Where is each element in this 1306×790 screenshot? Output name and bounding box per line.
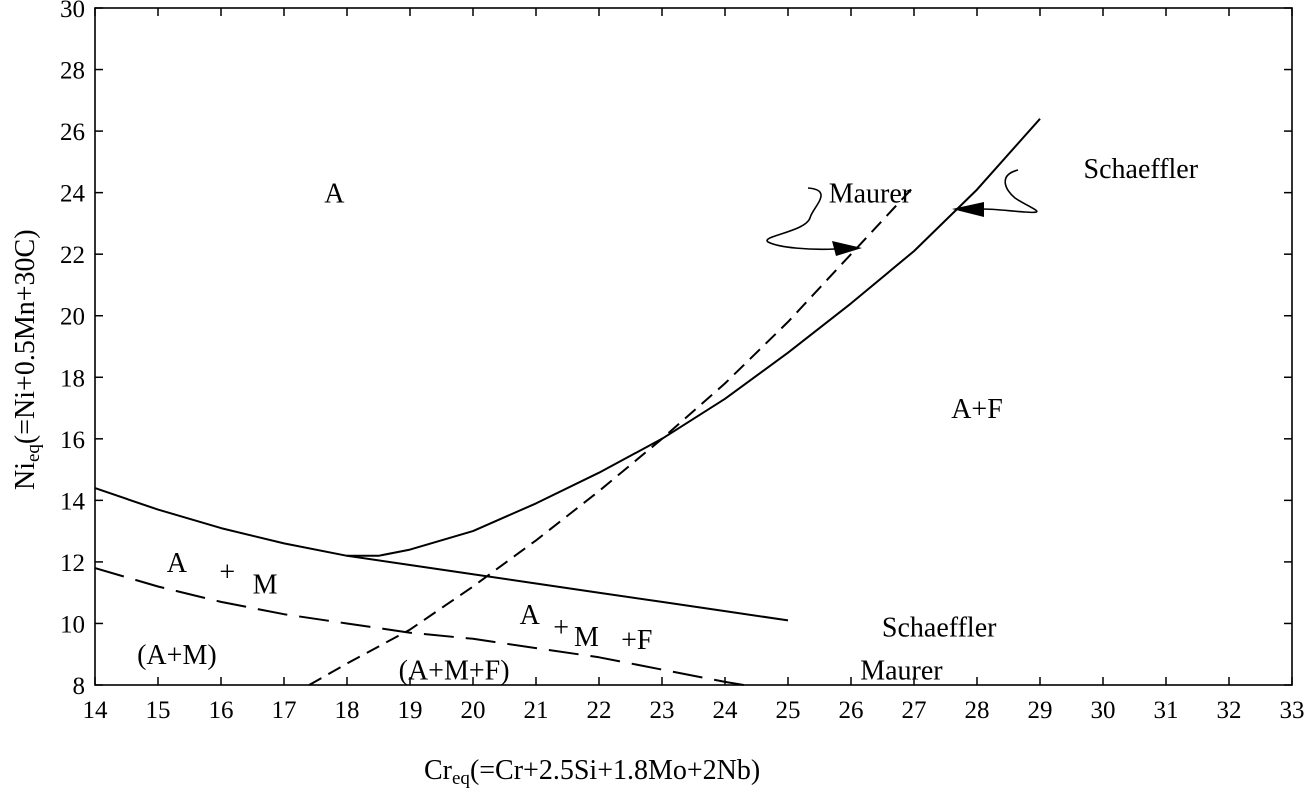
x-tick-label: 24 <box>713 697 739 724</box>
x-tick-label: 14 <box>83 697 109 724</box>
curve-annotation: Schaeffler <box>1084 154 1199 185</box>
y-tick-label: 16 <box>60 427 85 454</box>
axis-ticks: 14 15 16 17 18 19 20 21 22 23 24 25 26 27 28 29 30 31 32 33… <box>60 0 1305 724</box>
series-line-maurer-2 <box>94 567 745 686</box>
region-label: (A+M) <box>137 640 217 671</box>
y-tick-label: 18 <box>60 365 85 392</box>
y-tick-label: 20 <box>60 304 85 331</box>
y-tick-label: 14 <box>60 488 86 515</box>
x-tick-label: 23 <box>650 697 675 724</box>
region-label: A+F <box>951 394 1003 425</box>
x-tick-label: 33 <box>1280 697 1305 724</box>
region-label: A <box>167 548 188 579</box>
x-tick-label: 16 <box>209 697 234 724</box>
y-axis-label: Nieq(=Ni+0.5Mn+30C) <box>10 229 44 490</box>
x-tick-label: 30 <box>1091 697 1116 724</box>
curve-annotation: Maurer <box>860 656 943 687</box>
schaeffler-arrow-curve <box>981 169 1038 214</box>
region-label: (A+M+F) <box>399 656 510 687</box>
annotation-arrows <box>766 169 1038 256</box>
x-tick-label: 17 <box>272 697 297 724</box>
x-tick-label: 22 <box>587 697 612 724</box>
region-labels: AA+FA + M(A+M)A + M +F(A+M+F)MaurerSchaeffler… <box>137 154 1199 687</box>
region-label: + <box>553 613 569 644</box>
x-tick-label: 18 <box>335 697 360 724</box>
x-tick-label: 28 <box>965 697 990 724</box>
region-label: M <box>574 622 599 653</box>
x-tick-label: 29 <box>1028 697 1053 724</box>
x-tick-label: 25 <box>776 697 801 724</box>
y-tick-label: 12 <box>60 550 85 577</box>
series-line-schaeffler-1 <box>347 118 1041 557</box>
region-label: + <box>219 557 235 588</box>
maurer-arrow-curve <box>766 187 836 251</box>
y-tick-label: 26 <box>60 119 85 146</box>
plot-frame <box>94 7 1293 686</box>
x-tick-label: 20 <box>461 697 486 724</box>
x-tick-label: 21 <box>524 697 549 724</box>
x-tick-label: 27 <box>902 697 927 724</box>
x-axis-label: Creq(=Cr+2.5Si+1.8Mo+2Nb) <box>424 755 760 789</box>
series-line-schaeffler-0 <box>94 487 789 622</box>
maurer-arrowhead <box>832 241 862 256</box>
curve-annotation: Maurer <box>829 179 912 210</box>
series-lines <box>94 118 1041 686</box>
y-tick-label: 30 <box>60 0 85 23</box>
y-tick-label: 28 <box>60 58 85 85</box>
schaeffler-arrowhead <box>952 202 984 217</box>
x-tick-label: 15 <box>146 697 171 724</box>
x-tick-label: 32 <box>1217 697 1242 724</box>
series-line-maurer-3 <box>308 185 915 686</box>
x-tick-label: 31 <box>1154 697 1179 724</box>
region-label: A <box>324 179 345 210</box>
x-tick-label: 26 <box>839 697 864 724</box>
x-tick-label: 19 <box>398 697 423 724</box>
y-tick-label: 10 <box>60 611 85 638</box>
region-label: +F <box>621 625 652 656</box>
y-tick-label: 24 <box>60 181 86 208</box>
y-tick-label: 8 <box>73 673 86 700</box>
region-label: M <box>253 569 278 600</box>
y-tick-label: 22 <box>60 242 85 269</box>
curve-annotation: Schaeffler <box>882 613 997 644</box>
region-label: A <box>520 600 541 631</box>
